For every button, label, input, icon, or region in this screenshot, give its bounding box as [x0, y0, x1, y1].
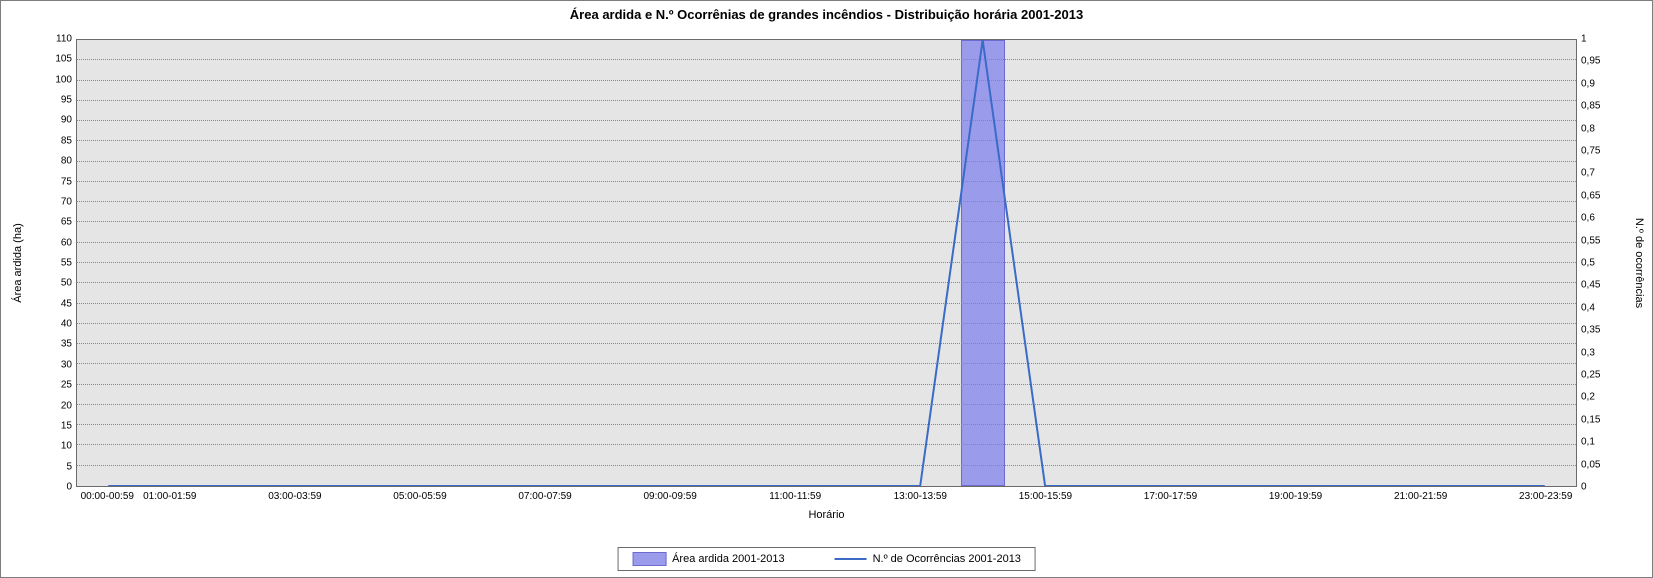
y-right-tick: 1 [1577, 34, 1587, 45]
y-right-tick: 0,3 [1577, 347, 1595, 358]
y-left-tick: 40 [61, 319, 76, 330]
x-tick: 13:00-13:59 [894, 487, 947, 502]
y-left-tick: 20 [61, 400, 76, 411]
x-tick: 11:00-11:59 [769, 487, 821, 502]
chart-frame: Área ardida e N.º Ocorrênias de grandes … [0, 0, 1653, 578]
legend-label-bar: Área ardida 2001-2013 [672, 553, 785, 565]
y-right-tick: 0,55 [1577, 235, 1600, 246]
y-right-tick: 0,35 [1577, 325, 1600, 336]
x-tick: 03:00-03:59 [268, 487, 321, 502]
x-tick: 01:00-01:59 [143, 487, 196, 502]
x-tick: 21:00-21:59 [1394, 487, 1447, 502]
y-right-axis-label: N.º de ocorrências [1633, 218, 1645, 308]
x-tick: 09:00-09:59 [643, 487, 696, 502]
y-left-tick: 15 [61, 420, 76, 431]
y-left-tick: 70 [61, 196, 76, 207]
x-tick: 15:00-15:59 [1019, 487, 1072, 502]
x-tick: 00:00-00:59 [81, 487, 134, 502]
y-left-tick: 65 [61, 217, 76, 228]
y-left-axis-label: Área ardida (ha) [12, 223, 24, 303]
y-left-tick: 5 [66, 461, 76, 472]
x-tick: 17:00-17:59 [1144, 487, 1197, 502]
y-left-tick: 30 [61, 359, 76, 370]
y-right-tick: 0,05 [1577, 459, 1600, 470]
y-left-tick: 25 [61, 380, 76, 391]
y-left-tick: 105 [55, 54, 76, 65]
legend-item-bar: Área ardida 2001-2013 [632, 552, 785, 566]
y-right-tick: 0,1 [1577, 437, 1595, 448]
y-left-tick: 35 [61, 339, 76, 350]
y-right-tick: 0,7 [1577, 168, 1595, 179]
y-right-tick: 0,65 [1577, 190, 1600, 201]
chart-title: Área ardida e N.º Ocorrênias de grandes … [1, 7, 1652, 22]
y-left-tick: 100 [55, 74, 76, 85]
x-tick: 23:00-23:59 [1519, 487, 1572, 502]
line-series [77, 40, 1576, 486]
legend-item-line: N.º de Ocorrências 2001-2013 [835, 553, 1021, 565]
y-left-tick: 50 [61, 278, 76, 289]
y-left-tick: 75 [61, 176, 76, 187]
y-left-tick: 60 [61, 237, 76, 248]
x-axis-label: Horário [76, 509, 1577, 521]
y-left-tick: 90 [61, 115, 76, 126]
plot-area [76, 39, 1577, 487]
y-right-tick: 0 [1577, 482, 1587, 493]
y-left-tick: 45 [61, 298, 76, 309]
x-tick: 19:00-19:59 [1269, 487, 1322, 502]
y-right-tick: 0,85 [1577, 101, 1600, 112]
line-path [108, 40, 1545, 486]
y-right-tick: 0,15 [1577, 414, 1600, 425]
x-tick: 05:00-05:59 [393, 487, 446, 502]
y-right-tick: 0,8 [1577, 123, 1595, 134]
y-left-tick: 0 [66, 482, 76, 493]
y-right-tick: 0,25 [1577, 370, 1600, 381]
y-right-tick: 0,45 [1577, 280, 1600, 291]
y-left-tick: 55 [61, 258, 76, 269]
y-left-tick: 110 [56, 34, 76, 45]
y-right-tick: 0,9 [1577, 78, 1595, 89]
y-right-tick: 0,4 [1577, 302, 1595, 313]
legend-label-line: N.º de Ocorrências 2001-2013 [873, 553, 1021, 565]
y-right-tick: 0,75 [1577, 146, 1600, 157]
plot-wrap: Área ardida (ha) N.º de ocorrências Horá… [76, 39, 1577, 487]
y-left-tick: 10 [61, 441, 76, 452]
x-tick: 07:00-07:59 [518, 487, 571, 502]
legend: Área ardida 2001-2013 N.º de Ocorrências… [617, 547, 1036, 571]
y-right-tick: 0,5 [1577, 258, 1595, 269]
y-left-tick: 80 [61, 156, 76, 167]
y-right-tick: 0,6 [1577, 213, 1595, 224]
y-left-tick: 95 [61, 95, 76, 106]
y-right-tick: 0,95 [1577, 56, 1600, 67]
legend-swatch-line [835, 553, 867, 565]
y-left-tick: 85 [61, 135, 76, 146]
legend-swatch-bar [632, 552, 666, 566]
y-right-tick: 0,2 [1577, 392, 1595, 403]
